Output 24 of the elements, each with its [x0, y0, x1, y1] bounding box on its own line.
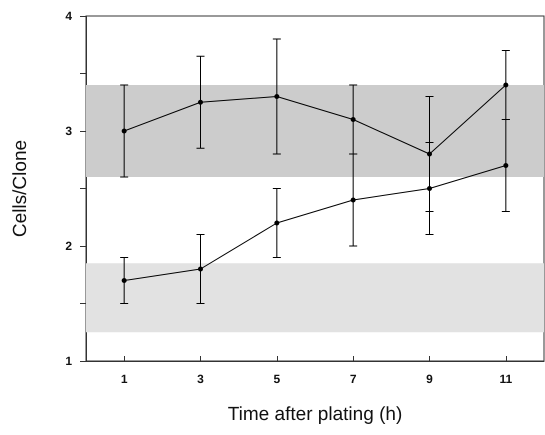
x-tick-label: 1: [120, 372, 128, 386]
x-tick-label: 9: [426, 372, 434, 386]
y-tick-label: 3: [65, 124, 72, 138]
y-tick-label: 2: [65, 239, 72, 253]
point: [503, 82, 508, 88]
x-tick-label: 7: [350, 372, 357, 386]
point: [122, 128, 127, 134]
point: [427, 186, 432, 191]
point: [427, 152, 432, 156]
point: [503, 163, 508, 168]
point: [122, 278, 127, 283]
y-tick-label: 1: [65, 354, 72, 368]
x-tick-label: 5: [273, 372, 280, 386]
y-axis-title: Cells/Clone: [10, 140, 31, 238]
point: [350, 198, 356, 202]
x-tick-label: 3: [197, 372, 204, 386]
point: [198, 100, 203, 105]
x-tick-label: 11: [499, 372, 512, 386]
x-axis-title: Time after plating (h): [228, 404, 402, 425]
point: [350, 117, 356, 122]
y-tick-label: 4: [65, 9, 72, 23]
point: [198, 266, 203, 272]
point: [274, 220, 280, 226]
point: [274, 94, 280, 99]
